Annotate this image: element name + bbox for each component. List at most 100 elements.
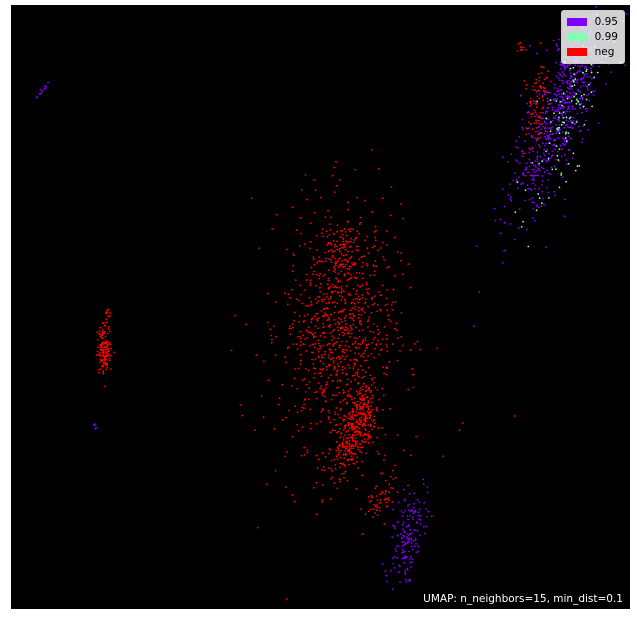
point-0.95	[533, 219, 536, 222]
point-0.95	[404, 531, 406, 534]
point-neg	[336, 286, 338, 289]
point-neg	[353, 440, 355, 443]
point-neg	[341, 366, 344, 368]
point-neg	[335, 440, 338, 443]
point-neg	[531, 128, 534, 131]
point-0.95	[547, 152, 550, 155]
point-neg	[284, 455, 286, 458]
point-neg	[541, 65, 543, 68]
point-neg	[347, 278, 350, 281]
point-0.95	[550, 102, 553, 105]
point-0.95	[528, 127, 530, 130]
point-0.95	[565, 101, 567, 103]
point-neg	[313, 211, 316, 214]
point-neg	[323, 336, 326, 338]
point-0.95	[543, 154, 546, 157]
point-0.95	[410, 565, 412, 568]
point-neg	[336, 458, 339, 461]
point-neg	[267, 292, 269, 295]
point-neg	[383, 326, 386, 328]
point-neg	[289, 296, 292, 299]
point-neg	[333, 233, 335, 236]
point-0.99	[573, 95, 575, 98]
point-neg	[361, 407, 363, 410]
point-neg	[250, 197, 253, 200]
point-0.95	[569, 77, 571, 79]
point-neg	[340, 432, 342, 435]
point-neg	[98, 352, 101, 355]
point-neg	[364, 339, 367, 342]
point-neg	[312, 486, 315, 489]
point-neg	[538, 145, 541, 148]
point-neg	[407, 484, 409, 487]
point-neg	[343, 328, 346, 331]
point-neg	[313, 264, 316, 266]
point-neg	[323, 353, 326, 355]
point-0.95	[581, 81, 584, 84]
point-neg	[373, 295, 376, 298]
point-neg	[337, 260, 339, 262]
point-neg	[373, 419, 375, 421]
point-neg	[344, 434, 346, 437]
point-neg	[293, 500, 296, 503]
point-0.95	[546, 186, 549, 189]
point-neg	[354, 437, 357, 440]
point-neg	[326, 344, 329, 346]
point-0.95	[571, 127, 574, 130]
point-0.95	[541, 180, 544, 182]
point-neg	[371, 394, 374, 397]
point-neg	[96, 331, 99, 334]
point-neg	[101, 354, 104, 357]
point-neg	[356, 230, 359, 233]
point-neg	[367, 510, 370, 513]
point-neg	[101, 330, 104, 333]
point-0.95	[583, 67, 586, 70]
point-neg	[533, 122, 536, 125]
point-neg	[349, 415, 351, 417]
point-neg	[378, 353, 380, 356]
point-neg	[329, 242, 332, 245]
point-0.99	[562, 121, 564, 124]
point-neg	[333, 166, 335, 169]
point-neg	[308, 326, 310, 328]
point-0.95	[524, 174, 527, 177]
point-neg	[351, 416, 354, 418]
point-0.95	[410, 542, 413, 544]
point-0.99	[585, 70, 588, 73]
point-neg	[342, 436, 345, 439]
point-neg	[255, 354, 258, 357]
point-neg	[361, 284, 364, 287]
point-neg	[382, 394, 385, 397]
point-neg	[334, 264, 337, 267]
point-neg	[333, 365, 336, 368]
point-0.99	[538, 197, 541, 200]
point-0.95	[400, 510, 403, 512]
point-neg	[345, 253, 348, 256]
point-0.95	[595, 6, 597, 8]
point-0.95	[564, 75, 567, 78]
point-0.95	[536, 139, 538, 142]
point-neg	[364, 440, 367, 443]
point-neg	[344, 243, 347, 245]
point-neg	[319, 291, 322, 293]
point-neg	[372, 381, 375, 384]
point-neg	[299, 363, 302, 365]
point-neg	[314, 358, 317, 360]
point-neg	[335, 260, 337, 263]
point-neg	[351, 414, 354, 416]
legend-swatch-0.99	[566, 32, 587, 41]
point-neg	[105, 368, 107, 371]
point-0.95	[547, 179, 549, 181]
point-neg	[105, 318, 108, 320]
point-neg	[292, 343, 295, 345]
point-0.95	[405, 536, 408, 538]
point-neg	[278, 397, 281, 400]
point-neg	[525, 127, 528, 130]
point-0.99	[550, 121, 552, 123]
point-0.95	[583, 81, 586, 84]
point-neg	[97, 346, 99, 349]
point-neg	[340, 340, 343, 343]
point-neg	[254, 429, 256, 432]
point-neg	[353, 302, 356, 305]
point-0.95	[392, 562, 395, 565]
